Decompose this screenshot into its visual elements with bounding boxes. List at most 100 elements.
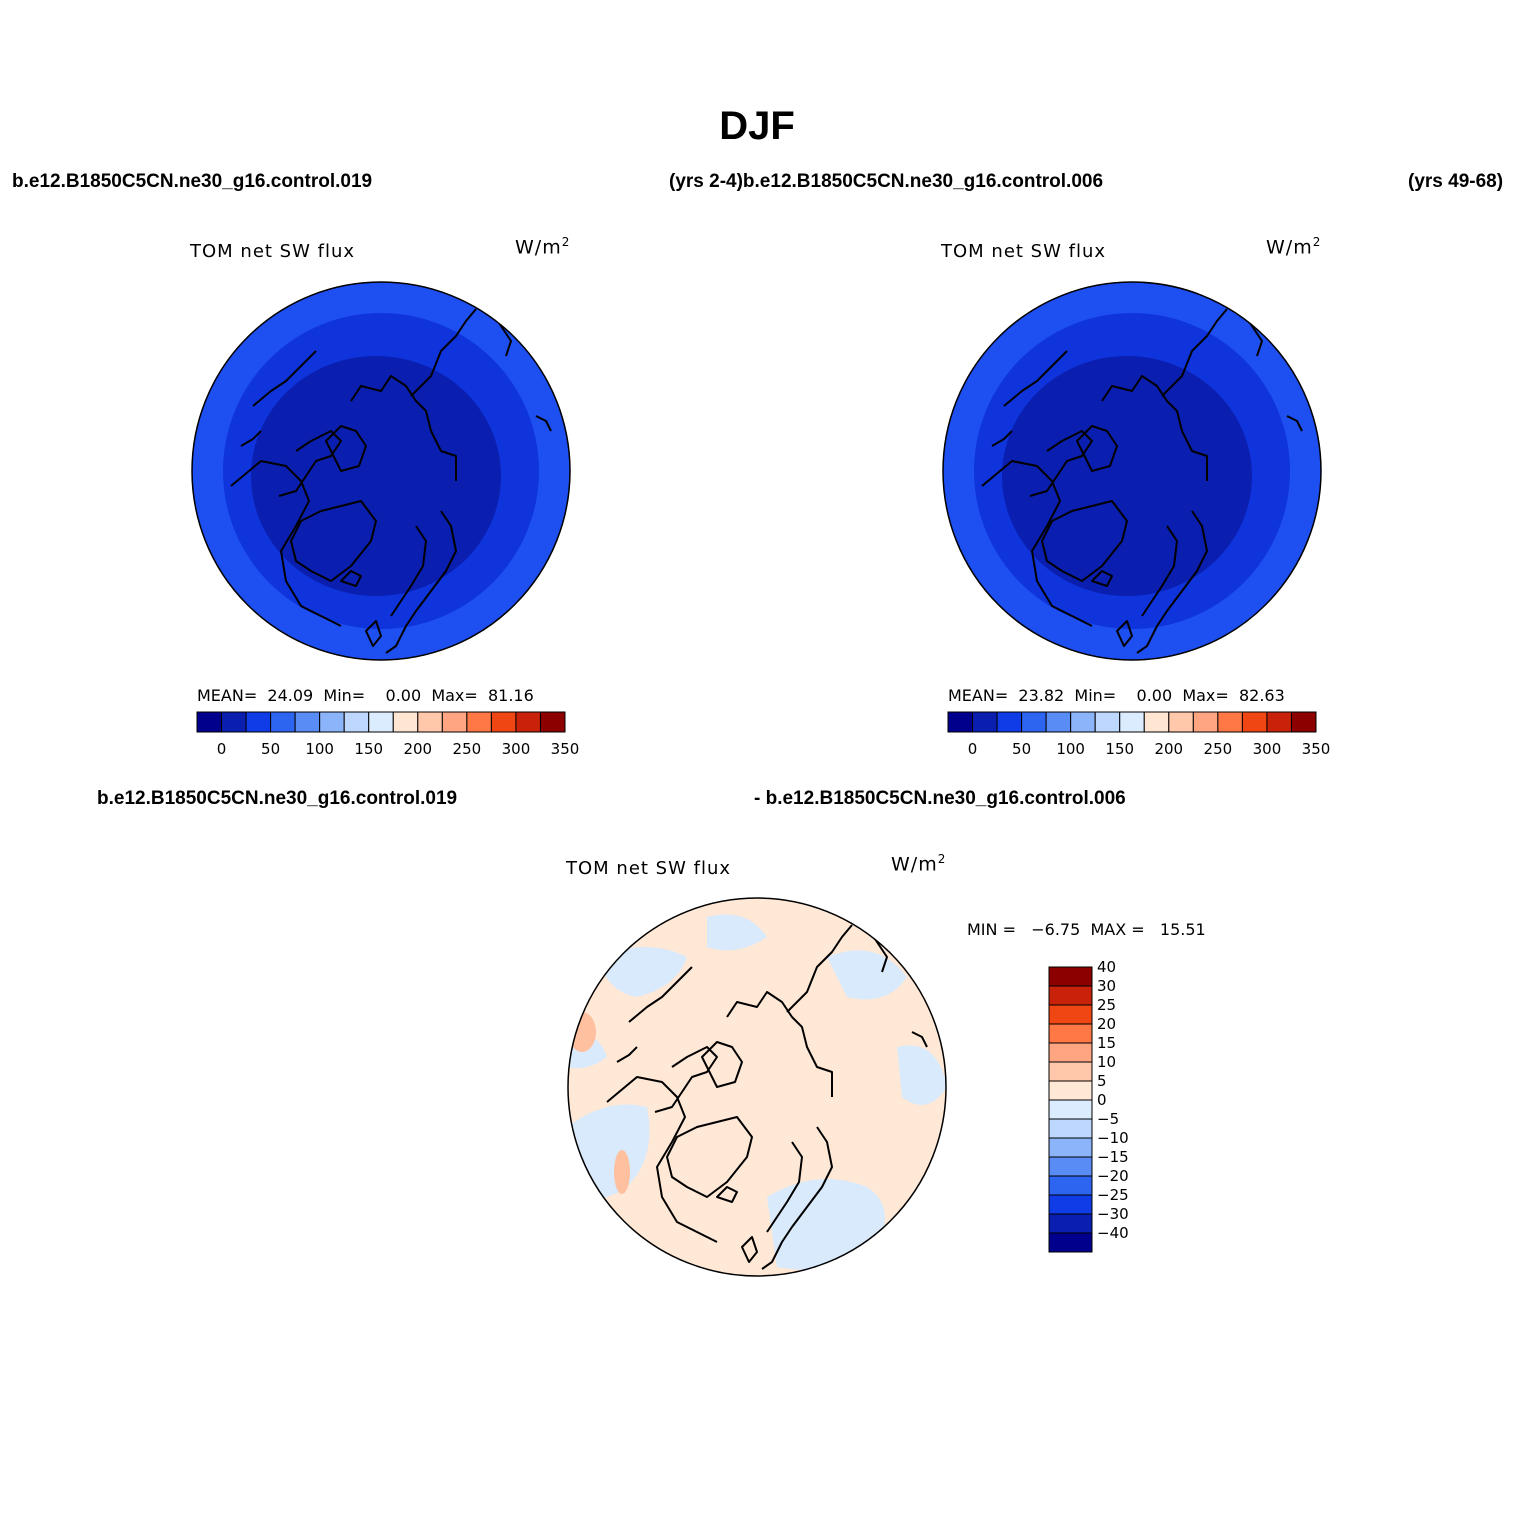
colorbar-swatch (1048, 1213, 1093, 1234)
panel2-units: W/m2 (1266, 235, 1322, 259)
map-border (567, 897, 947, 1277)
coastline (666, 1116, 753, 1198)
case-label-left: b.e12.B1850C5CN.ne30_g16.control.019 (12, 171, 373, 192)
coastline (716, 1186, 738, 1203)
colorbar-tick-label: 15 (1097, 1034, 1116, 1052)
colorbar-swatch (1045, 711, 1072, 733)
colorbar-tick-label: −5 (1097, 1110, 1119, 1128)
colorbar-swatch (947, 711, 974, 733)
colorbar-tick-label: 20 (1097, 1015, 1116, 1033)
colorbar-tick-label: 200 (1154, 740, 1183, 758)
coastline (991, 430, 1013, 447)
colorbar-swatch (1048, 1004, 1093, 1025)
panel1-polar-map (191, 281, 571, 661)
coastline (606, 1076, 718, 1243)
colorbar-swatch (1021, 711, 1047, 733)
page-title: DJF (719, 104, 795, 148)
coastline (1141, 525, 1178, 617)
colorbar-tick-label: 50 (1012, 740, 1031, 758)
coastline (230, 460, 342, 627)
coastline (701, 1041, 743, 1088)
colorbar-swatch (1290, 711, 1317, 733)
colorbar-swatch (1048, 1080, 1093, 1101)
colorbar-tick-label: 0 (1097, 1091, 1107, 1109)
colorbar-swatch (1241, 711, 1268, 733)
panel2-stats: MEAN= 23.82 Min= 0.00 Max= 82.63 (948, 686, 1285, 705)
colorbar-swatch (417, 711, 443, 733)
colorbar-swatch (1048, 1175, 1093, 1196)
map-border (942, 281, 1322, 661)
negative-difference-area (767, 1179, 885, 1270)
negative-difference-area (897, 1045, 946, 1105)
colorbar-swatch (1119, 711, 1145, 733)
colorbar-swatch (1192, 711, 1219, 733)
colorbar-tick-label: 0 (217, 740, 227, 758)
coastline (654, 1046, 718, 1113)
colorbar-tick-label: −25 (1097, 1186, 1129, 1204)
colorbar-tick-label: −40 (1097, 1224, 1129, 1242)
coastline (726, 991, 833, 1097)
coastline (1091, 570, 1113, 587)
coastline (1286, 415, 1303, 432)
colorbar-swatch (270, 711, 296, 733)
coastline (786, 924, 853, 1013)
coastline (240, 430, 262, 447)
colorbar-tick-label: 350 (1302, 740, 1331, 758)
panel3-difference-polar-map (567, 897, 947, 1277)
coastline (628, 966, 693, 1023)
colorbar-tick-label: 5 (1097, 1072, 1107, 1090)
coastline (1029, 430, 1093, 497)
panel1-variable-label: TOM net SW flux (190, 241, 356, 262)
colorbar-swatch (294, 711, 321, 733)
colorbar-swatch (1143, 711, 1170, 733)
negative-difference-area (707, 914, 767, 951)
panel2-polar-map (942, 281, 1322, 661)
colorbar-swatch (319, 711, 345, 733)
colorbar-swatch (1266, 711, 1292, 733)
coastline (290, 500, 377, 582)
coastline (1101, 375, 1208, 481)
coastline (365, 620, 382, 647)
panel2-variable-label: TOM net SW flux (941, 241, 1107, 262)
colorbar-tick-label: 50 (261, 740, 280, 758)
colorbar-tick-label: 300 (502, 740, 531, 758)
colorbar-swatch (1048, 1232, 1093, 1253)
coastline (1003, 350, 1068, 407)
colorbar-tick-label: −20 (1097, 1167, 1129, 1185)
coastline (1076, 425, 1118, 472)
coastline (1116, 620, 1133, 647)
coastline (410, 308, 477, 397)
coastline (390, 525, 427, 617)
colorbar-swatch (1217, 711, 1243, 733)
inner-flux-band (1002, 356, 1252, 596)
coastline (1041, 500, 1128, 582)
panel3-variable-label: TOM net SW flux (566, 858, 732, 879)
map-border (191, 281, 571, 661)
colorbar-swatch (1094, 711, 1121, 733)
panel2-colorbar: 0 50 100 150 200 250 300 350 (947, 711, 1331, 758)
diff-label-right: - b.e12.B1850C5CN.ne30_g16.control.006 (754, 788, 1126, 809)
coastline (761, 1126, 833, 1270)
colorbar-tick-label: −30 (1097, 1205, 1129, 1223)
colorbar-tick-label: 350 (551, 740, 580, 758)
negative-difference-area (597, 947, 687, 997)
negative-difference-area (827, 950, 907, 1000)
colorbar-swatch (1048, 1042, 1093, 1063)
colorbar-swatch (1048, 1137, 1093, 1158)
colorbar-tick-label: 100 (305, 740, 334, 758)
colorbar-swatch (1048, 1061, 1093, 1082)
colorbar-swatch (343, 711, 370, 733)
coastline (535, 415, 552, 432)
colorbar-tick-label: 10 (1097, 1053, 1116, 1071)
coastline (252, 350, 317, 407)
colorbar-tick-label: 0 (968, 740, 978, 758)
colorbar-swatch (196, 711, 223, 733)
diff-label-left: b.e12.B1850C5CN.ne30_g16.control.019 (97, 788, 458, 809)
colorbar-swatch (1048, 966, 1093, 987)
inner-flux-band (251, 356, 501, 596)
colorbar-swatch (221, 711, 247, 733)
colorbar-swatch (539, 711, 566, 733)
colorbar-swatch (1048, 985, 1093, 1006)
case-label-right: (yrs 49-68) (1408, 171, 1504, 192)
